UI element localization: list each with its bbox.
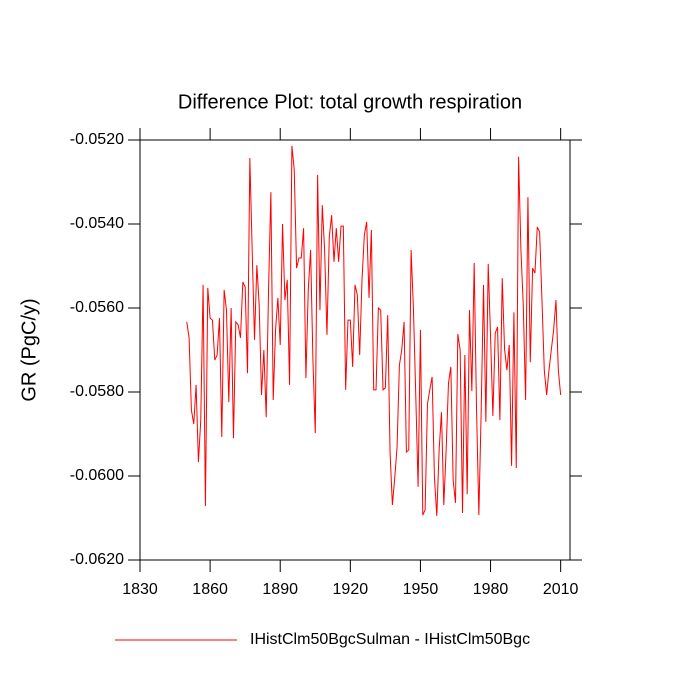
y-tick-label: -0.0520 <box>70 131 124 148</box>
x-tick-label: 1980 <box>473 581 509 598</box>
y-tick-label: -0.0600 <box>70 467 124 484</box>
y-tick-label: -0.0540 <box>70 215 124 232</box>
x-tick-label: 1890 <box>262 581 298 598</box>
x-tick-label: 2010 <box>543 581 579 598</box>
y-tick-label: -0.0580 <box>70 383 124 400</box>
x-tick-label: 1830 <box>122 581 158 598</box>
legend-label: IHistClm50BgcSulman - IHistClm50Bgc <box>250 631 530 648</box>
x-tick-label: 1920 <box>333 581 369 598</box>
y-axis-label: GR (PgC/y) <box>18 298 40 401</box>
data-line <box>186 145 562 516</box>
x-tick-label: 1950 <box>403 581 439 598</box>
y-tick-label: -0.0560 <box>70 299 124 316</box>
chart-title: Difference Plot: total growth respiratio… <box>178 91 522 113</box>
x-tick-label: 1860 <box>192 581 228 598</box>
y-tick-label: -0.0620 <box>70 551 124 568</box>
plot-frame <box>139 139 571 561</box>
